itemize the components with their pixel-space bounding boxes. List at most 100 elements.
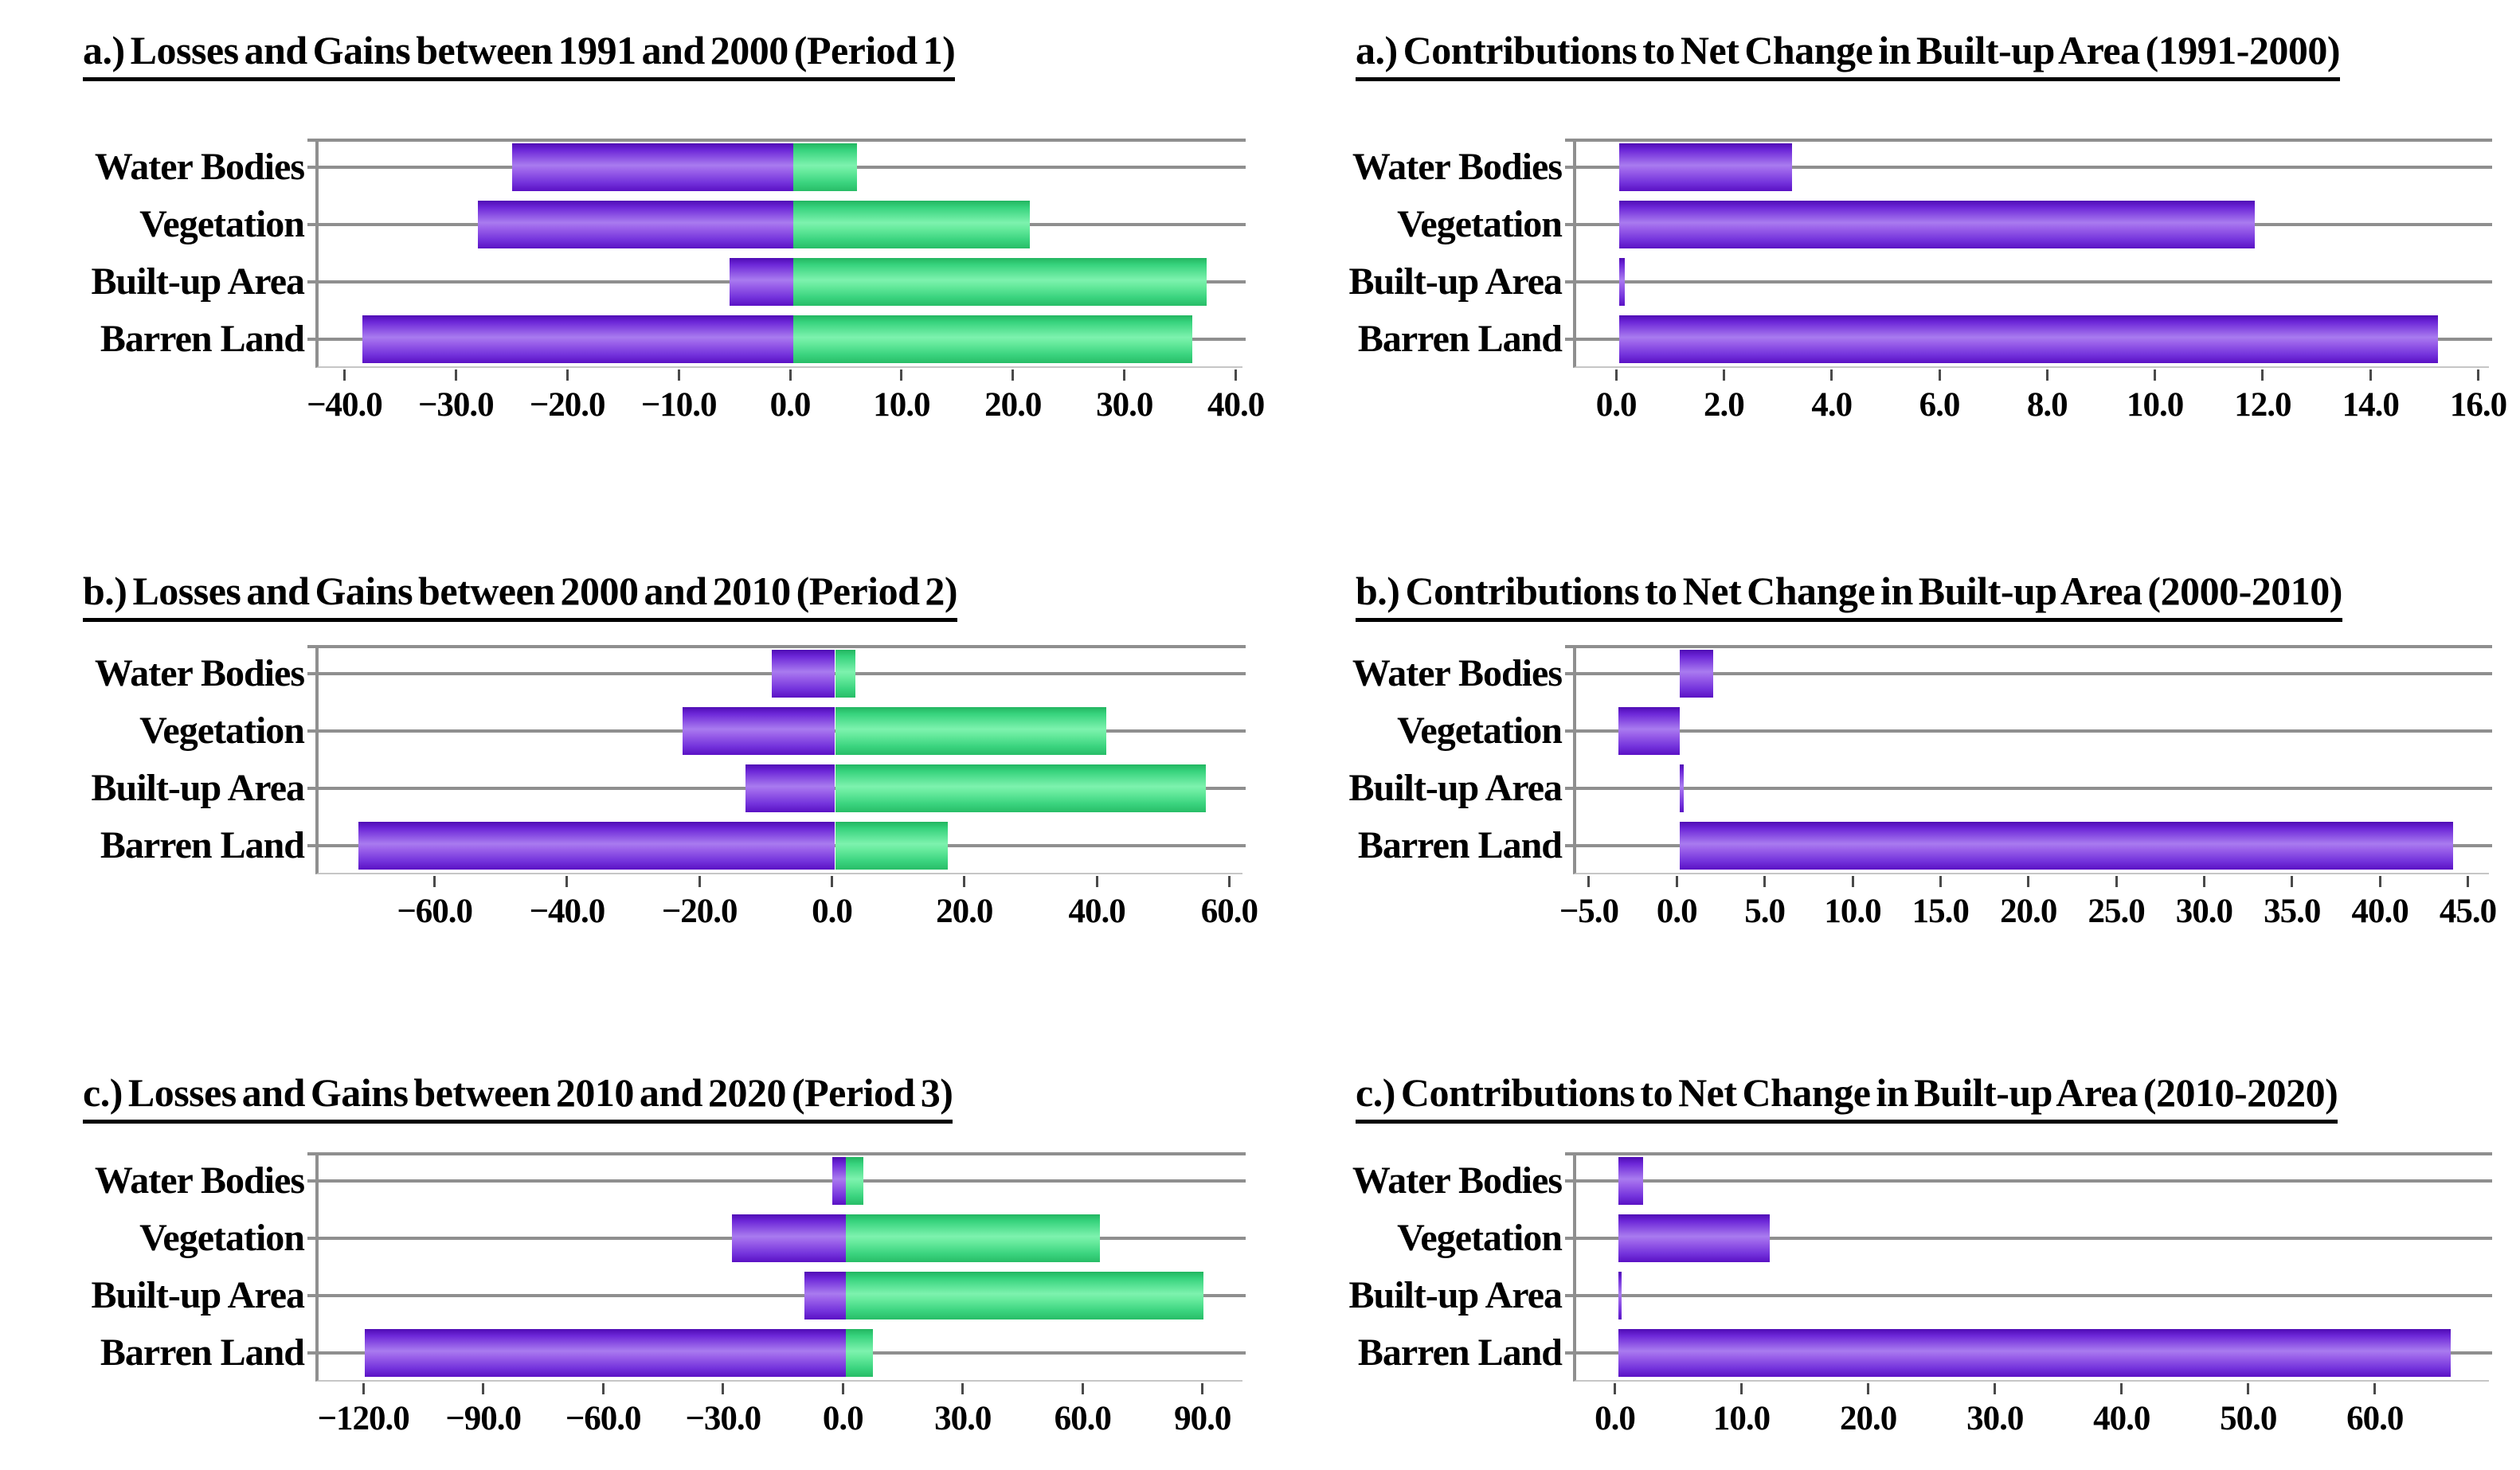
x-tick-mark: [1082, 1383, 1084, 1394]
chart-title: a.) Contributions to Net Change in Built…: [1356, 27, 2340, 81]
gain-bar: [846, 1214, 1100, 1262]
x-tick-mark: [2027, 876, 2029, 887]
x-tick-label: −40.0: [503, 892, 631, 931]
x-tick-label: −90.0: [420, 1399, 547, 1438]
gain-bar: [846, 1272, 1203, 1319]
x-tick-mark: [343, 369, 346, 381]
x-tick-mark: [2046, 369, 2048, 381]
x-tick-label: 40.0: [1172, 385, 1300, 424]
loss-bar: [804, 1272, 847, 1319]
x-tick-label: 50.0: [2185, 1399, 2312, 1438]
x-tick-mark: [698, 876, 701, 887]
gain-bar: [835, 764, 1207, 812]
loss-bar: [478, 201, 793, 248]
category-label: Barren Land: [32, 1329, 304, 1377]
x-tick-label: −120.0: [299, 1399, 427, 1438]
x-tick-mark: [2373, 1383, 2376, 1394]
x-tick-label: −20.0: [636, 892, 763, 931]
chart-contributions-1991-2000: a.) Contributions to Net Change in Built…: [1292, 13, 2520, 498]
x-tick-mark: [1939, 876, 1942, 887]
category-label: Vegetation: [1292, 707, 1562, 755]
x-tick-label: −60.0: [371, 892, 499, 931]
x-tick-mark: [842, 1383, 844, 1394]
x-tick-mark: [678, 369, 680, 381]
category-label: Water Bodies: [1292, 1157, 1562, 1205]
x-tick-mark: [1852, 876, 1854, 887]
x-tick-mark: [565, 876, 568, 887]
net-bar: [1619, 315, 2438, 363]
x-tick-label: 0.0: [779, 1399, 906, 1438]
category-label: Water Bodies: [1292, 143, 1562, 191]
gridline: [1565, 1152, 2492, 1155]
x-tick-label: 45.0: [2405, 892, 2520, 931]
x-tick-mark: [789, 369, 792, 381]
loss-bar: [362, 315, 793, 363]
chart-title-text: b.) Losses and Gains between 2000 and 20…: [83, 568, 957, 622]
x-tick-label: −10.0: [615, 385, 742, 424]
category-label: Built-up Area: [1292, 258, 1562, 306]
category-label: Built-up Area: [1292, 1272, 1562, 1319]
x-tick-mark: [1830, 369, 1833, 381]
gridline: [307, 645, 1246, 648]
x-tick-mark: [2261, 369, 2264, 381]
x-tick-mark: [1740, 1383, 1743, 1394]
x-tick-mark: [2467, 876, 2469, 887]
category-label: Barren Land: [1292, 822, 1562, 870]
category-label: Barren Land: [32, 822, 304, 870]
x-tick-label: 40.0: [2058, 1399, 2185, 1438]
chart-title: c.) Contributions to Net Change in Built…: [1356, 1069, 2338, 1124]
gain-bar: [846, 1329, 873, 1377]
chart-title: a.) Losses and Gains between 1991 and 20…: [83, 27, 955, 81]
loss-bar: [745, 764, 835, 812]
x-tick-mark: [1867, 1383, 1869, 1394]
gridline: [1565, 1179, 2492, 1183]
x-tick-mark: [963, 876, 965, 887]
x-tick-label: 20.0: [901, 892, 1028, 931]
x-tick-mark: [1096, 876, 1098, 887]
net-bar: [1680, 764, 1683, 812]
x-tick-mark: [566, 369, 569, 381]
category-label: Built-up Area: [32, 764, 304, 812]
gridline: [307, 139, 1246, 142]
gain-bar: [835, 822, 948, 870]
category-label: Vegetation: [32, 201, 304, 248]
chart-losses-gains-period-1: a.) Losses and Gains between 1991 and 20…: [32, 13, 1292, 498]
chart-title: b.) Contributions to Net Change in Built…: [1356, 568, 2342, 622]
loss-bar: [832, 1157, 847, 1205]
gridline: [307, 1179, 1246, 1183]
loss-bar: [683, 707, 835, 755]
gridline: [1565, 645, 2492, 648]
net-bar: [1619, 143, 1792, 191]
x-tick-mark: [2203, 876, 2205, 887]
x-tick-label: 0.0: [769, 892, 896, 931]
x-tick-label: −20.0: [503, 385, 631, 424]
category-label: Vegetation: [32, 707, 304, 755]
x-tick-label: 30.0: [1061, 385, 1188, 424]
x-tick-mark: [2115, 876, 2118, 887]
x-tick-mark: [2379, 876, 2381, 887]
plot-area: [1573, 139, 2489, 368]
x-tick-mark: [900, 369, 902, 381]
category-label: Water Bodies: [32, 650, 304, 698]
loss-bar: [730, 258, 793, 306]
category-label: Built-up Area: [1292, 764, 1562, 812]
loss-bar: [732, 1214, 846, 1262]
net-bar: [1618, 1272, 1622, 1319]
category-label: Barren Land: [1292, 315, 1562, 363]
gridline: [1565, 1294, 2492, 1297]
x-tick-label: 16.0: [2415, 385, 2520, 424]
gain-bar: [793, 258, 1207, 306]
x-tick-label: 30.0: [1931, 1399, 2059, 1438]
x-tick-label: 10.0: [1678, 1399, 1806, 1438]
plot-area: [315, 645, 1242, 874]
gridline: [1565, 139, 2492, 142]
x-tick-mark: [482, 1383, 484, 1394]
x-tick-mark: [1123, 369, 1125, 381]
x-tick-mark: [362, 1383, 365, 1394]
x-tick-label: −30.0: [392, 385, 519, 424]
category-label: Water Bodies: [32, 143, 304, 191]
gridline: [1565, 280, 2492, 283]
x-tick-label: 0.0: [726, 385, 854, 424]
x-tick-label: 90.0: [1139, 1399, 1266, 1438]
category-label: Barren Land: [1292, 1329, 1562, 1377]
